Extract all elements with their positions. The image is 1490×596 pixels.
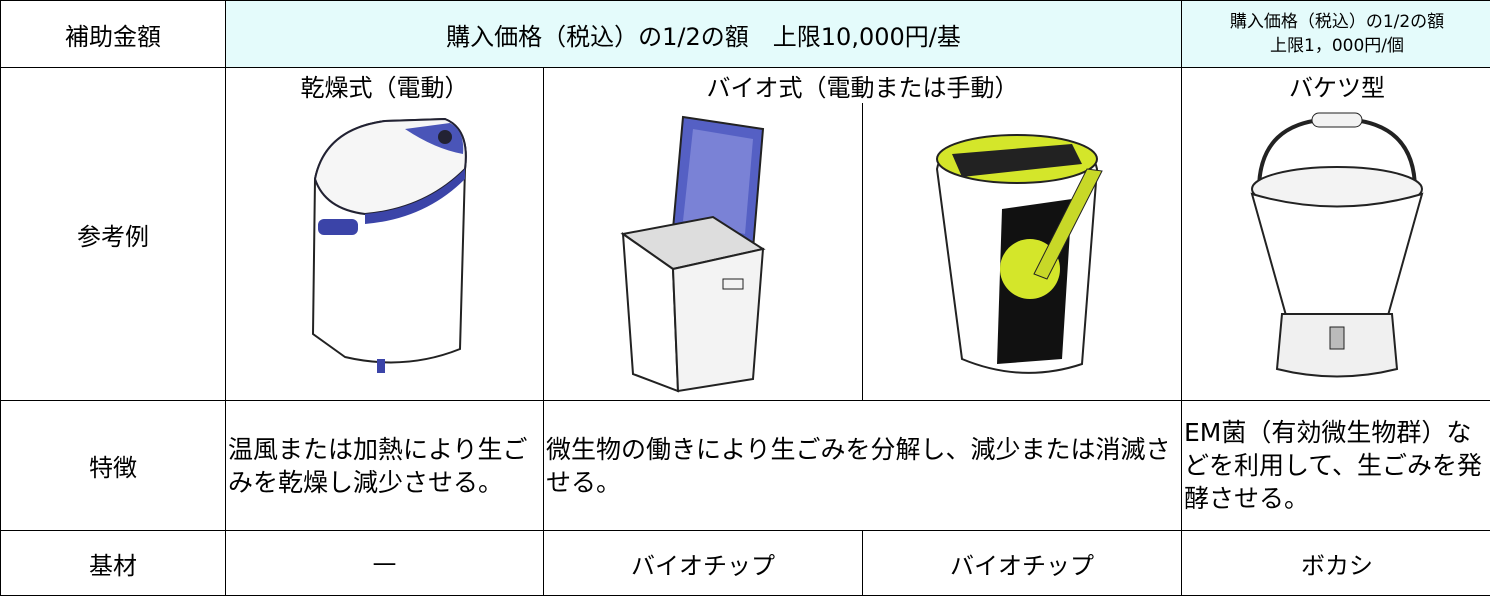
base-material: — [225,530,544,596]
feature-text: 微生物の働きにより生ごみを分解し、減少または消滅させる。 [542,400,1183,531]
type-header: バイオ式（電動または手動） [542,67,1183,103]
row-label: 特徴 [0,400,226,531]
base-material: バイオチップ [543,530,863,596]
image-cell [543,103,863,401]
image-cell [861,103,1183,401]
feature-text: EM菌（有効微生物群）などを利用して、生ごみを発酵させる。 [1181,400,1490,531]
type-header: 乾燥式（電動） [225,67,544,103]
dryer-illustration [311,117,467,373]
base-material: バイオチップ [861,530,1183,596]
row-label: 基材 [0,530,226,596]
text: 購入価格（税込）の1/2の額 [1229,12,1445,32]
image-cell [1181,103,1490,401]
row-label: 補助金額 [0,0,226,68]
image-cell [225,103,544,401]
bucket-illustration [1250,112,1424,378]
amount: 購入価格（税込）の1/2の額 上限10,000円/基 [224,0,1183,68]
row-label: 参考例 [0,67,226,401]
base-material: ボカシ [1181,530,1490,596]
bio-electric-illustration [620,115,766,393]
text: 上限1，000円/個 [1270,36,1405,56]
amount-bucket: 購入価格（税込）の1/2の額 上限1，000円/個 [1181,0,1490,68]
bio-manual-illustration [935,134,1103,374]
type-header: バケツ型 [1181,67,1490,103]
feature-text: 温風または加熱により生ごみを乾燥し減少させる。 [225,400,544,531]
